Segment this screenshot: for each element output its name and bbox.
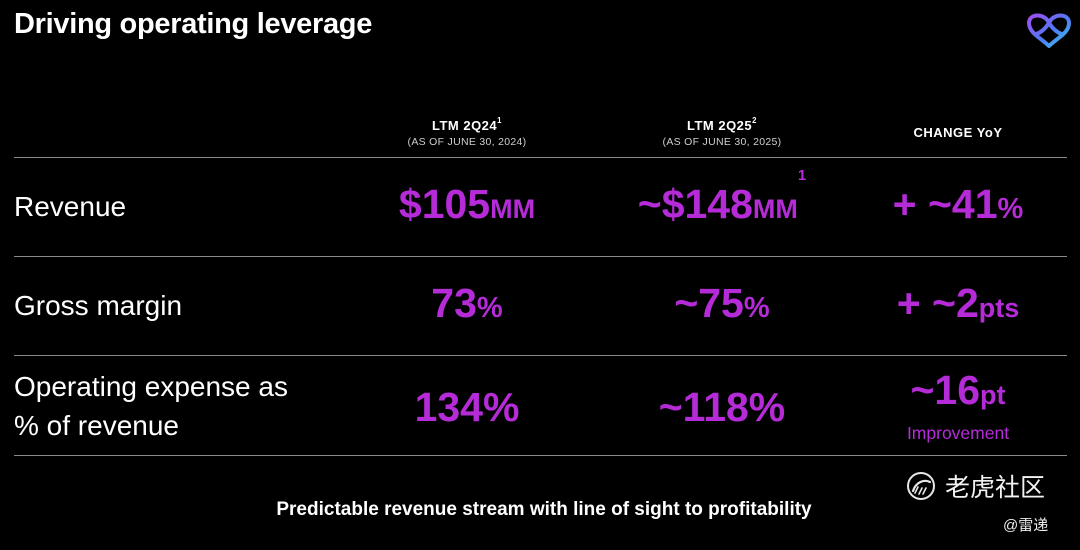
opex-change-yoy: ~16pt bbox=[910, 367, 1006, 413]
column-header-ltm-2q24: LTM 2Q241 (AS OF JUNE 30, 2024) bbox=[387, 116, 547, 148]
opex-improvement-note: Improvement bbox=[906, 423, 1010, 443]
revenue-ltm-2q25: ~$148MM1 bbox=[637, 167, 807, 227]
column-subheader: (AS OF JUNE 30, 2024) bbox=[407, 136, 527, 148]
opex-ltm-2q24: 134% bbox=[414, 384, 520, 430]
column-subheader: (AS OF JUNE 30, 2025) bbox=[662, 136, 782, 148]
row-label-operating-expense: Operating expense as % of revenue bbox=[14, 371, 288, 441]
page-title: Driving operating leverage bbox=[14, 8, 373, 40]
column-header-ltm-2q25: LTM 2Q252 (AS OF JUNE 30, 2025) bbox=[642, 116, 802, 148]
table-divider bbox=[14, 455, 1067, 456]
watermark: 老虎社区 bbox=[905, 468, 1045, 504]
table-divider bbox=[14, 355, 1067, 356]
revenue-change-yoy: + ~41% bbox=[892, 181, 1024, 227]
column-header-change-yoy: CHANGE YoY bbox=[913, 125, 1003, 140]
tiger-community-logo-icon bbox=[907, 472, 935, 500]
row-label-gross-margin: Gross margin bbox=[14, 290, 183, 321]
watermark-credit: @雷递 bbox=[1003, 517, 1049, 534]
gross-margin-ltm-2q25: ~75% bbox=[674, 280, 770, 326]
table-divider bbox=[14, 256, 1067, 257]
revenue-ltm-2q24: $105MM bbox=[398, 181, 536, 227]
gross-margin-change-yoy: + ~2pts bbox=[896, 280, 1020, 326]
watermark-text: 老虎社区 bbox=[945, 474, 1046, 502]
infinity-heart-logo-icon bbox=[1027, 13, 1071, 48]
row-label-revenue: Revenue bbox=[14, 191, 127, 222]
table-divider bbox=[14, 157, 1067, 158]
footer-tagline: Predictable revenue stream with line of … bbox=[276, 499, 812, 520]
opex-ltm-2q25: ~118% bbox=[658, 384, 786, 430]
gross-margin-ltm-2q24: 73% bbox=[431, 280, 503, 326]
